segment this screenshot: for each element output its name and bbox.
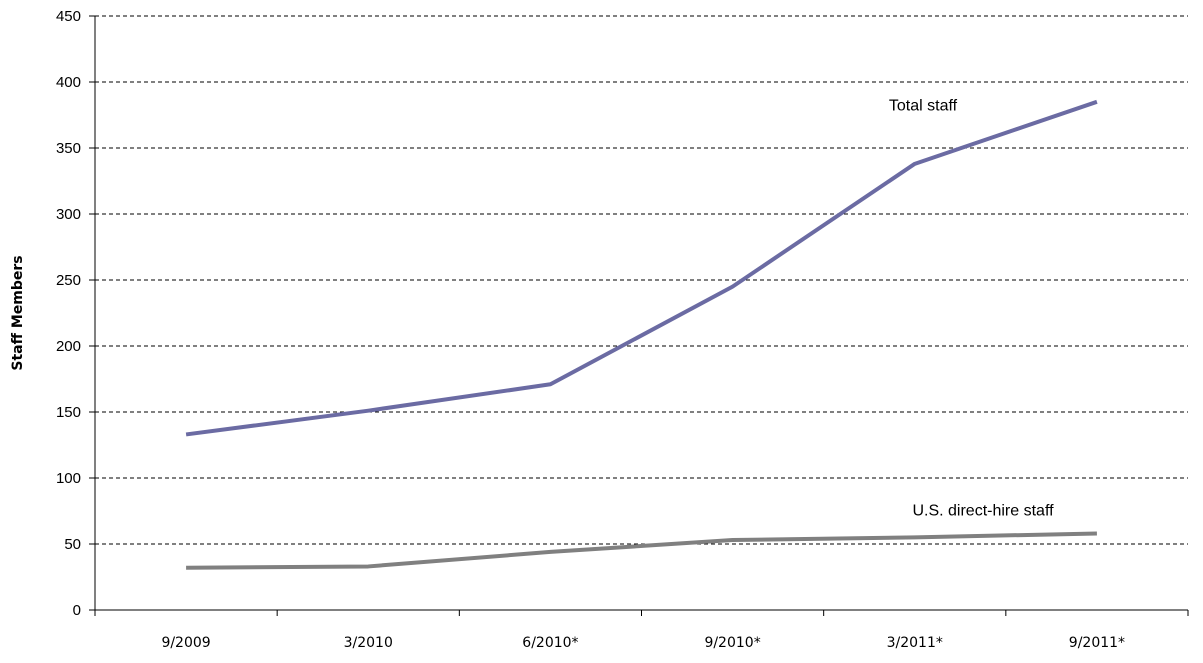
y-tick-label: 450 [56, 8, 81, 25]
y-tick-label: 0 [73, 602, 81, 619]
x-tick-label: 3/2010 [344, 635, 393, 651]
series-labels: Total staff U.S. direct-hire staff [889, 97, 1054, 519]
y-axis-label: Staff Members [10, 255, 26, 370]
y-tick-label: 200 [56, 338, 81, 355]
series-label: U.S. direct-hire staff [912, 503, 1054, 520]
y-tick-label: 50 [64, 536, 81, 553]
x-tick-label: 3/2011* [887, 635, 943, 651]
x-tick-label: 9/2010* [704, 635, 760, 651]
x-tick-label: 9/2009 [161, 635, 210, 651]
y-tick-labels: 0 50 100 150 200 250 300 350 400 450 [56, 8, 81, 619]
series-label: Total staff [889, 97, 958, 114]
y-tick-label: 400 [56, 74, 81, 91]
series-lines [185, 99, 1098, 570]
series-line-1 [186, 531, 1097, 570]
axes [89, 15, 1189, 616]
series-line-0 [185, 99, 1098, 437]
y-tick-label: 150 [56, 404, 81, 421]
x-tick-labels: 9/2009 3/2010 6/2010* 9/2010* 3/2011* 9/2011* [161, 635, 1125, 651]
x-tick-label: 9/2011* [1069, 635, 1125, 651]
y-tick-label: 100 [56, 470, 81, 487]
y-tick-label: 350 [56, 140, 81, 157]
gridlines [95, 15, 1188, 545]
y-tick-label: 250 [56, 272, 81, 289]
y-tick-label: 300 [56, 206, 81, 223]
x-tick-label: 6/2010* [522, 635, 578, 651]
